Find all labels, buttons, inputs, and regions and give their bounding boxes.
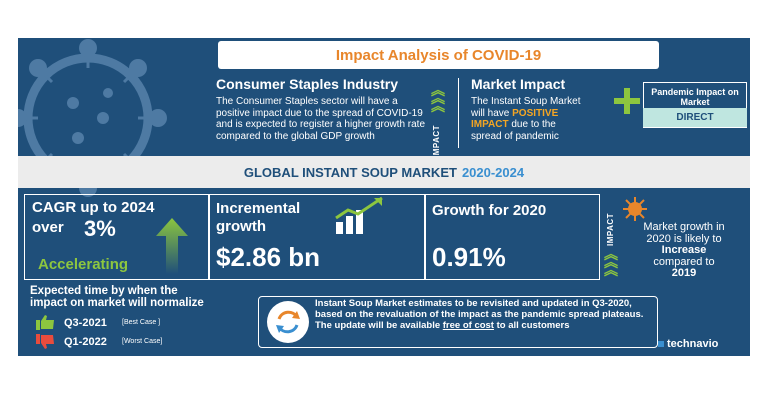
growth-chart-icon	[335, 196, 383, 234]
pandemic-label: Pandemic Impact on Market	[651, 87, 739, 107]
consumer-heading: Consumer Staples Industry	[216, 76, 399, 92]
logo-mark-icon	[658, 341, 664, 347]
title-bar: Impact Analysis of COVID-19	[218, 41, 659, 69]
infographic-canvas: Impact Analysis of COVID-19 Consumer Sta…	[18, 38, 750, 356]
market-impact-body: The Instant Soup Market will have POSITI…	[471, 96, 611, 142]
virus-small-icon	[623, 197, 647, 221]
impact-side-line2: 2020 is likely to	[646, 232, 722, 245]
cagr-over: over	[32, 219, 64, 236]
page-title: Impact Analysis of COVID-19	[335, 46, 542, 64]
market-banner-label: GLOBAL INSTANT SOUP MARKET	[243, 164, 457, 180]
impact-side-label: IMPACT	[606, 212, 615, 246]
thumbs-down-icon	[36, 334, 56, 350]
market-banner-years: 2020-2024	[461, 164, 525, 180]
refresh-icon	[267, 301, 309, 343]
impact-side-line3: compared to	[653, 255, 715, 268]
impact-vertical-label: IMPACT	[432, 124, 441, 158]
update-note-text: Instant Soup Market estimates to be revi…	[315, 298, 645, 331]
note-text-post: to all customers	[493, 320, 570, 331]
best-case-quarter: Q3-2021	[64, 317, 107, 329]
positive-text: POSITIVE	[512, 107, 559, 119]
impact-side-increase: Increase	[661, 244, 707, 256]
thumbs-up-icon	[36, 314, 56, 330]
cagr-heading: CAGR up to 2024	[32, 199, 155, 216]
market-impact-heading: Market Impact	[471, 76, 566, 92]
cagr-status: Accelerating	[38, 256, 129, 273]
impact-side-year: 2019	[671, 267, 697, 279]
best-case-tag: [Best Case ]	[122, 319, 161, 326]
market-impact-line3: due to the	[508, 119, 556, 130]
note-text-pre: Instant Soup Market estimates to be revi…	[315, 298, 644, 331]
expected-heading1: Expected time by when the	[30, 285, 178, 297]
plus-icon	[614, 88, 640, 114]
brand-name: technavio	[667, 338, 719, 350]
impact-side-line1: Market growth in	[643, 221, 725, 233]
impact-text: IMPACT	[471, 119, 509, 130]
consumer-body: The Consumer Staples sector will have a …	[216, 96, 426, 142]
worst-case-quarter: Q1-2022	[64, 336, 107, 348]
market-impact-line4: spread of pandemic	[471, 130, 559, 142]
market-impact-line2: will have	[471, 107, 513, 119]
incremental-label2: growth	[216, 218, 266, 235]
growth-panel	[424, 194, 600, 280]
chevron-up-icon: ︽ ︽ ︽	[604, 246, 618, 278]
incremental-value: $2.86 bn	[216, 242, 321, 272]
expected-heading2: impact on market will normalize	[30, 297, 204, 309]
incremental-label1: Incremental	[216, 200, 301, 217]
arrow-up-icon	[156, 218, 188, 274]
cagr-value: 3%	[84, 216, 116, 241]
growth-value: 0.91%	[432, 242, 506, 272]
cagr-panel	[24, 194, 210, 280]
free-of-cost-link[interactable]: free of cost	[442, 320, 494, 331]
divider	[458, 78, 459, 148]
worst-case-tag: [Worst Case]	[122, 338, 163, 345]
market-impact-line1: The Instant Soup Market	[471, 96, 581, 107]
pandemic-impact-box: Pandemic Impact on Market	[643, 82, 747, 128]
pandemic-value: DIRECT	[643, 108, 747, 127]
growth-label: Growth for 2020	[432, 202, 547, 219]
chevron-up-icon: ︽ ︽ ︽	[431, 82, 445, 114]
market-banner: GLOBAL INSTANT SOUP MARKET 2020-2024	[18, 156, 750, 188]
incremental-panel	[208, 194, 426, 280]
update-note-box	[258, 296, 658, 348]
technavio-logo: technavio	[658, 338, 718, 350]
impact-side-text: Market growth in 2020 is likely to Incre…	[622, 221, 746, 280]
